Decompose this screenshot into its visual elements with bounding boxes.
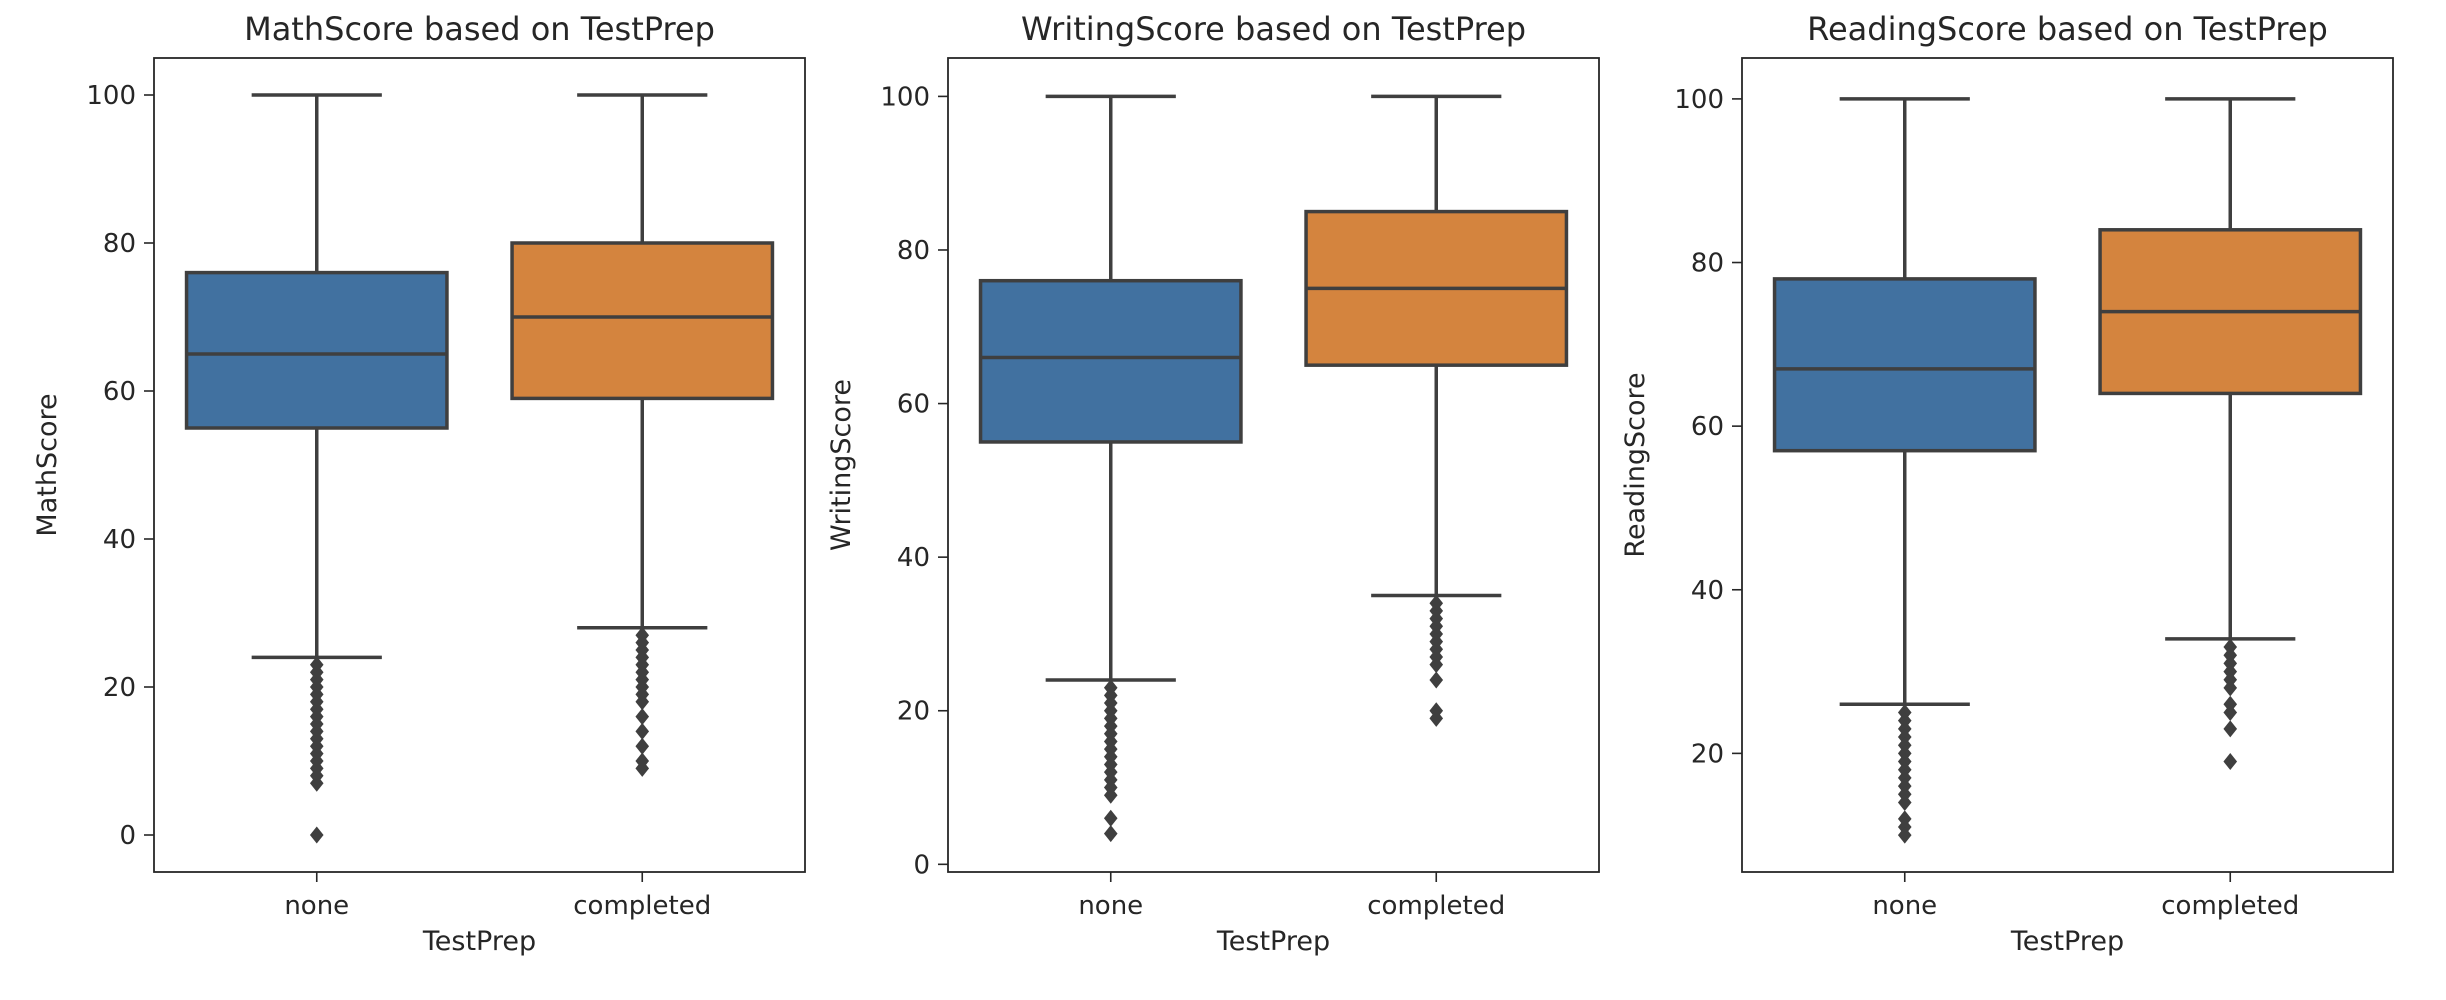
iqr-box bbox=[184, 270, 449, 430]
outlier-point bbox=[2223, 703, 2238, 721]
outlier-point bbox=[635, 722, 650, 740]
chart-title: WritingScore based on TestPrep bbox=[1021, 10, 1526, 48]
x-axis-label: TestPrep bbox=[2010, 926, 2124, 957]
box-none bbox=[978, 94, 1243, 843]
x-tick-label: completed bbox=[2161, 891, 2299, 921]
y-tick-label: 20 bbox=[103, 673, 136, 703]
outlier-point bbox=[309, 774, 324, 792]
outlier-point bbox=[635, 693, 650, 711]
iqr-box bbox=[510, 241, 775, 401]
chart-title: ReadingScore based on TestPrep bbox=[1807, 10, 2328, 48]
y-tick-label: 0 bbox=[913, 850, 930, 880]
outlier-point bbox=[635, 759, 650, 777]
y-tick-label: 100 bbox=[86, 81, 136, 111]
y-tick-label: 0 bbox=[119, 821, 136, 851]
y-tick-label: 40 bbox=[1691, 576, 1724, 606]
y-tick-label: 100 bbox=[1674, 85, 1724, 115]
outlier-point bbox=[1429, 709, 1444, 727]
x-tick-label: completed bbox=[573, 891, 711, 921]
y-tick-label: 80 bbox=[1691, 249, 1724, 279]
iqr-box bbox=[978, 278, 1243, 444]
outlier-point bbox=[1103, 825, 1118, 843]
outlier-point bbox=[1429, 671, 1444, 689]
x-tick-label: none bbox=[284, 891, 349, 921]
chart-panel-2: 0 20 40 60 80 100 none completed WritingScore ba… bbox=[826, 10, 1600, 957]
box-none bbox=[1772, 97, 2037, 844]
chart-title: MathScore based on TestPrep bbox=[244, 10, 715, 48]
plot-frame bbox=[153, 57, 806, 873]
y-tick-label: 20 bbox=[897, 697, 930, 727]
outlier-point bbox=[1897, 826, 1912, 844]
y-tick-label: 40 bbox=[103, 525, 136, 555]
box-completed bbox=[510, 93, 775, 777]
y-tick-label: 20 bbox=[1691, 739, 1724, 769]
y-tick-label: 40 bbox=[897, 543, 930, 573]
plot-frame bbox=[1741, 57, 2394, 873]
y-axis-label: WritingScore bbox=[826, 379, 857, 551]
outlier-point bbox=[1429, 656, 1444, 674]
outlier-point bbox=[635, 708, 650, 726]
y-tick-label: 100 bbox=[880, 82, 930, 112]
outlier-point bbox=[2223, 679, 2238, 697]
y-tick-label: 60 bbox=[103, 377, 136, 407]
chart-panel-3: 20 40 60 80 100 none completed ReadingScore bas… bbox=[1620, 10, 2394, 957]
outlier-point bbox=[635, 737, 650, 755]
x-tick-label: completed bbox=[1367, 891, 1505, 921]
box-completed bbox=[1304, 94, 1569, 727]
chart-panel-1: 0 20 40 60 80 100 none completed MathScore based… bbox=[32, 10, 806, 957]
outlier-point bbox=[2223, 753, 2238, 771]
iqr-box bbox=[1772, 277, 2037, 453]
x-axis-label: TestPrep bbox=[422, 926, 536, 957]
y-tick-label: 60 bbox=[1691, 412, 1724, 442]
outlier-point bbox=[1103, 786, 1118, 804]
y-tick-label: 80 bbox=[897, 236, 930, 266]
outlier-point bbox=[2223, 720, 2238, 738]
plot-frame bbox=[947, 57, 1600, 873]
y-tick-label: 60 bbox=[897, 390, 930, 420]
x-tick-label: none bbox=[1872, 891, 1937, 921]
outlier-point bbox=[1897, 793, 1912, 811]
box-completed bbox=[2098, 97, 2363, 771]
outlier-point bbox=[309, 826, 324, 844]
box-none bbox=[184, 93, 449, 844]
y-axis-label: ReadingScore bbox=[1620, 372, 1651, 557]
x-axis-label: TestPrep bbox=[1216, 926, 1330, 957]
outlier-point bbox=[1103, 809, 1118, 827]
x-tick-label: none bbox=[1078, 891, 1143, 921]
y-tick-label: 80 bbox=[103, 229, 136, 259]
y-axis-label: MathScore bbox=[32, 393, 63, 536]
